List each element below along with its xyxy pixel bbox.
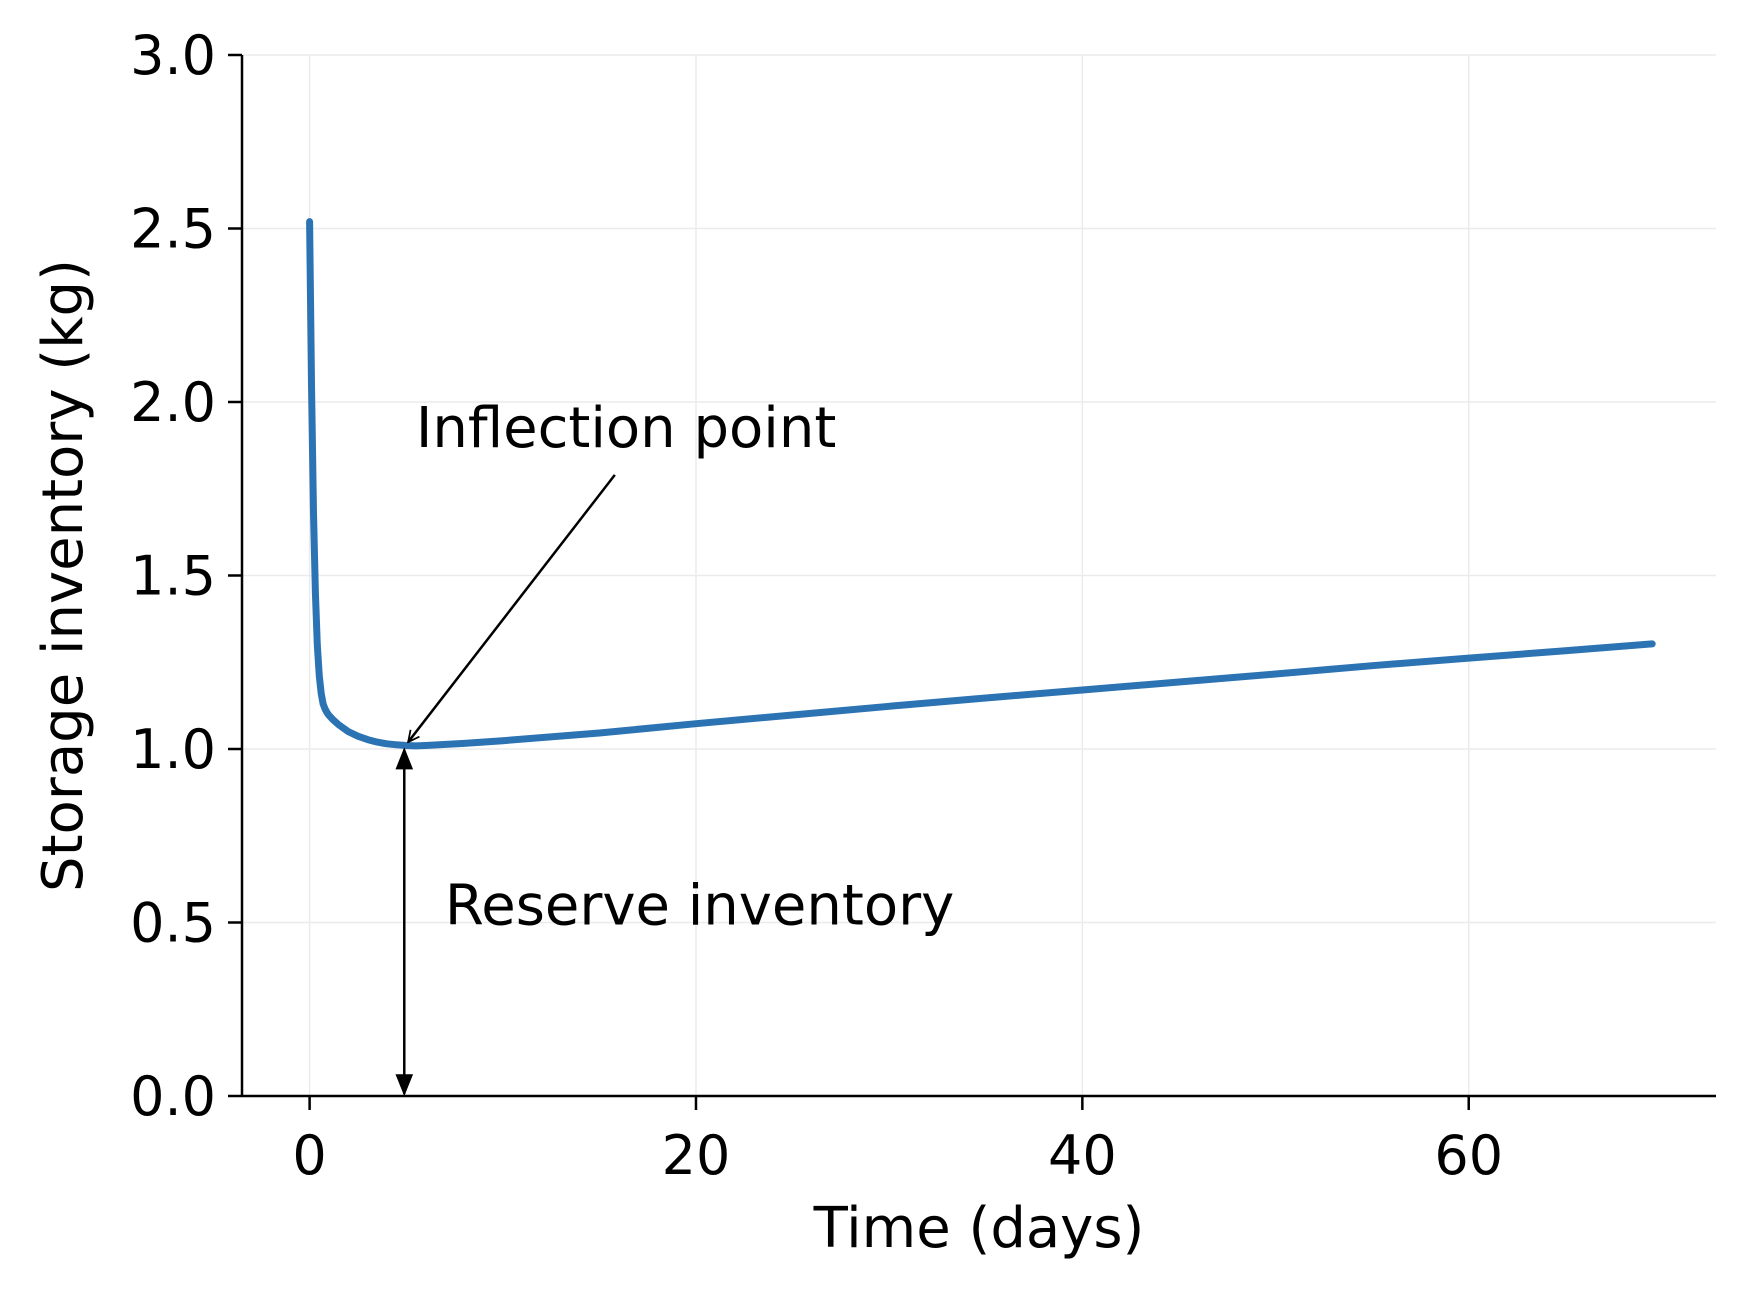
y-tick-label-4: 2.0 xyxy=(130,371,216,434)
series-layer xyxy=(306,218,1656,750)
x-tick-label-1: 20 xyxy=(662,1124,731,1187)
series-line-0 xyxy=(306,218,1656,750)
annotation-inflection-arrow xyxy=(408,474,616,742)
y-axis-label: Storage inventory (kg) xyxy=(31,259,96,892)
annotation-layer: Inflection point Reserve inventory xyxy=(395,396,954,1097)
annotation-reserve-label: Reserve inventory xyxy=(445,874,954,939)
x-axis-label: Time (days) xyxy=(813,1196,1145,1261)
y-tick-label-3: 1.5 xyxy=(130,545,216,608)
x-tick-label-0: 0 xyxy=(292,1124,326,1187)
y-tick-label-5: 2.5 xyxy=(130,198,216,261)
annotation-inflection-label: Inflection point xyxy=(416,396,836,461)
x-tick-label-2: 40 xyxy=(1048,1124,1117,1187)
grid-layer xyxy=(242,54,1716,1097)
y-tick-label-0: 0.0 xyxy=(130,1065,216,1128)
x-tick-label-3: 60 xyxy=(1434,1124,1503,1187)
y-tick-label-1: 0.5 xyxy=(130,892,216,955)
y-tick-label-2: 1.0 xyxy=(130,718,216,781)
y-tick-label-6: 3.0 xyxy=(130,24,216,87)
ticks-layer: 0 20 40 60 0.0 0.5 1.0 1.5 2.0 2.5 3.0 xyxy=(130,24,1503,1187)
